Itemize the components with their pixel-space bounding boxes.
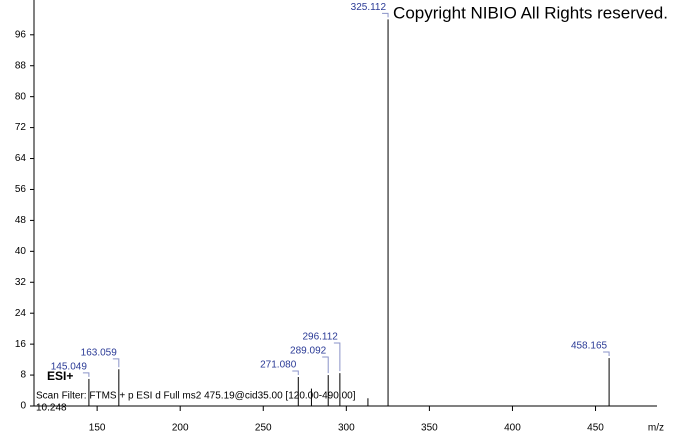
y-tick-label: 64 bbox=[15, 153, 27, 164]
x-tick-label: 350 bbox=[421, 423, 438, 434]
y-tick-label: 8 bbox=[20, 370, 26, 381]
polarity: ESI+ bbox=[47, 369, 73, 383]
retention-time: 10.248 bbox=[36, 403, 67, 414]
y-tick-label: 88 bbox=[15, 60, 27, 71]
scan-filter: Scan Filter: FTMS + p ESI d Full ms2 475… bbox=[36, 391, 356, 402]
y-tick-label: 40 bbox=[15, 246, 27, 257]
y-tick-label: 72 bbox=[15, 122, 27, 133]
y-tick-label: 48 bbox=[15, 215, 27, 226]
label-leader bbox=[333, 342, 341, 372]
peak-label: 145.049 bbox=[51, 362, 88, 373]
peak-label: 458.165 bbox=[571, 341, 608, 352]
x-tick-label: 450 bbox=[587, 423, 604, 434]
label-leader bbox=[82, 372, 90, 377]
y-tick-label: 96 bbox=[15, 29, 27, 40]
peak-label: 271.080 bbox=[260, 360, 297, 371]
y-tick-label: 24 bbox=[15, 308, 27, 319]
peak-label: 325.112 bbox=[351, 2, 387, 13]
chart-title: Copyright NIBIO All Rights reserved. bbox=[393, 3, 668, 22]
peak-label: 163.059 bbox=[81, 348, 118, 359]
x-tick-label: 300 bbox=[338, 423, 355, 434]
y-tick-label: 56 bbox=[15, 184, 27, 195]
x-axis-label: m/z bbox=[648, 423, 664, 434]
label-leader bbox=[112, 358, 120, 368]
y-tick-label: 80 bbox=[15, 91, 27, 102]
y-tick-label: 16 bbox=[15, 339, 27, 350]
peak-label: 289.092 bbox=[290, 346, 327, 357]
x-tick-label: 400 bbox=[504, 423, 521, 434]
peak-label: 296.112 bbox=[302, 332, 338, 343]
label-leader bbox=[292, 370, 299, 375]
x-tick-label: 250 bbox=[255, 423, 272, 434]
y-tick-label: 0 bbox=[20, 401, 26, 412]
y-tick-label: 32 bbox=[15, 277, 27, 288]
label-leader bbox=[322, 356, 329, 374]
label-leader bbox=[382, 12, 389, 18]
x-tick-label: 200 bbox=[172, 423, 189, 434]
x-tick-label: 150 bbox=[89, 423, 106, 434]
label-leader bbox=[603, 351, 610, 357]
